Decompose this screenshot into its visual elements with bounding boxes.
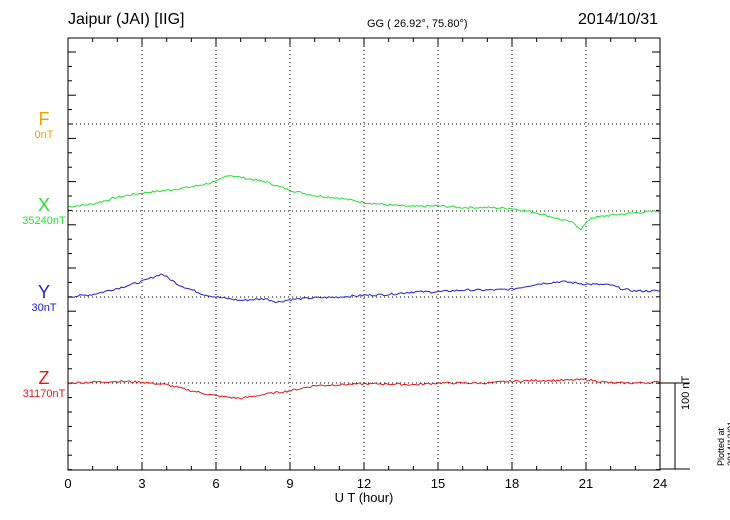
x-tick-label: 12: [357, 476, 371, 491]
channel-label-y: Y 30nT: [4, 282, 84, 315]
x-tick-label: 6: [212, 476, 219, 491]
grid-lines: [68, 38, 660, 470]
axis-ticks: [67, 38, 661, 471]
plot-frame: [67, 37, 661, 471]
x-tick-label: 21: [579, 476, 593, 491]
trace-y: [68, 273, 661, 304]
channel-name: X: [37, 195, 50, 215]
channel-baseline: 30nT: [31, 302, 57, 314]
channel-name: F: [38, 109, 50, 129]
channel-baseline: 0nT: [34, 129, 54, 141]
x-tick-label: 9: [286, 476, 293, 491]
x-tick-labels: 0 3 6 9 12 15 18 21 24: [64, 476, 667, 491]
chart-date: 2014/10/31: [578, 11, 659, 28]
scale-bar: [660, 382, 690, 470]
scale-bar-label: 100 nT: [680, 375, 692, 410]
channel-label-x: X 35240nT: [4, 195, 84, 228]
x-tick-label: 18: [505, 476, 519, 491]
channel-label-f: F 0nT: [4, 109, 84, 142]
x-tick-label: 15: [431, 476, 445, 491]
x-axis-label: U T (hour): [335, 490, 394, 505]
plotted-timestamp: Plotted at 2014/12/01 01:29 UT: [716, 420, 730, 466]
x-tick-label: 3: [138, 476, 145, 491]
station-coordinates: GG ( 26.92°, 75.80°): [367, 18, 468, 30]
trace-z: [67, 378, 661, 400]
channel-baseline: 35240nT: [22, 215, 66, 227]
channel-name: Z: [38, 368, 50, 388]
channel-name: Y: [37, 282, 50, 302]
channel-baseline: 31170nT: [22, 388, 66, 400]
data-traces: [67, 175, 661, 400]
trace-x: [67, 175, 661, 231]
x-tick-label: 24: [653, 476, 667, 491]
x-tick-label: 0: [64, 476, 71, 491]
channel-label-z: Z 31170nT: [4, 368, 84, 401]
station-title: Jaipur (JAI) [IIG]: [68, 11, 185, 28]
